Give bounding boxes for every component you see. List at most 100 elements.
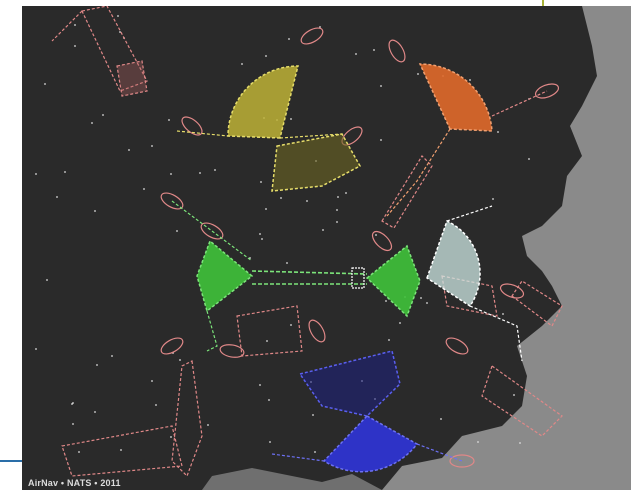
- waypoint-dot: [519, 442, 521, 444]
- waypoint-dot: [78, 451, 80, 453]
- holding-route-nw: [51, 10, 83, 42]
- green-fan-left: [196, 239, 254, 313]
- holding-loop: [449, 454, 475, 468]
- holding-pattern-middle: [236, 305, 303, 357]
- waypoint-dot: [199, 172, 201, 174]
- airspace-map-canvas: [22, 6, 631, 490]
- holding-loop: [160, 192, 184, 210]
- waypoint-dot: [492, 198, 494, 200]
- holding-loop: [445, 337, 469, 355]
- waypoint-dot: [259, 384, 261, 386]
- green-sector: [171, 200, 421, 352]
- holding-loop: [160, 337, 184, 355]
- waypoint-dot: [388, 339, 390, 341]
- waypoint-dot: [497, 131, 499, 133]
- waypoint-dot: [265, 55, 267, 57]
- waypoint-dot: [312, 414, 314, 416]
- waypoint-dot: [337, 196, 339, 198]
- waypoint-dot: [143, 188, 145, 190]
- holding-loop: [200, 222, 224, 240]
- map-caption: AirNav • NATS • 2011: [28, 478, 121, 488]
- waypoint-dot: [259, 233, 261, 235]
- blue-fan: [322, 415, 419, 473]
- waypoint-dot: [179, 359, 181, 361]
- waypoint-dot: [128, 149, 130, 151]
- waypoint-dot: [290, 324, 292, 326]
- waypoint-dot: [373, 49, 375, 51]
- waypoint-dot: [469, 79, 471, 81]
- waypoint-dot: [91, 122, 93, 124]
- waypoint-dot: [64, 171, 66, 173]
- holding-loop: [534, 83, 560, 99]
- waypoint-dot: [399, 322, 401, 324]
- waypoint-dot: [168, 119, 170, 121]
- waypoint-dot: [207, 424, 209, 426]
- waypoint-dot: [336, 209, 338, 211]
- waypoint-dot: [151, 380, 153, 382]
- waypoint-dot: [170, 173, 172, 175]
- airspace-map: AirNav • NATS • 2011: [22, 6, 631, 490]
- waypoint-dot: [375, 234, 377, 236]
- green-fan-right: [365, 244, 421, 318]
- waypoint-dot: [440, 418, 442, 420]
- orange-sector: [386, 63, 493, 217]
- waypoint-dot: [266, 340, 268, 342]
- waypoint-dot: [380, 85, 382, 87]
- green-route-south: [206, 310, 218, 352]
- caption-underline: [0, 460, 22, 462]
- corner-marker: [542, 0, 544, 10]
- waypoint-dot: [513, 394, 515, 396]
- waypoint-dot: [286, 262, 288, 264]
- green-route-north: [171, 200, 253, 262]
- waypoint-dot: [176, 230, 178, 232]
- waypoint-dot: [155, 404, 157, 406]
- yellow-sector: [176, 65, 362, 192]
- yellow-funnel: [271, 133, 362, 192]
- holding-pattern-right-lower: [441, 275, 498, 317]
- orange-fan: [418, 63, 493, 132]
- waypoint-dot: [319, 26, 321, 28]
- waypoint-dot: [94, 411, 96, 413]
- waypoint-dot: [260, 181, 262, 183]
- waypoint-dot: [269, 441, 271, 443]
- waypoint-dot: [56, 196, 58, 198]
- holding-loop: [300, 27, 324, 45]
- blue-loop: [298, 350, 401, 417]
- holding-route-east: [491, 90, 548, 117]
- waypoint-dot: [345, 192, 347, 194]
- green-corridor: [251, 270, 368, 285]
- white-fan: [426, 219, 481, 308]
- waypoint-dot: [117, 15, 119, 17]
- waypoint-dot: [170, 436, 172, 438]
- white-sector: [426, 205, 523, 362]
- waypoint-dot: [102, 114, 104, 116]
- waypoint-dot: [111, 355, 113, 357]
- waypoint-dot: [322, 229, 324, 231]
- waypoint-dot: [502, 313, 504, 315]
- waypoint-dot: [336, 221, 338, 223]
- holding-pattern-top-left: [81, 6, 148, 92]
- blue-sector: [271, 350, 463, 473]
- sea-area: [382, 6, 631, 490]
- waypoint-dot: [528, 158, 530, 160]
- waypoint-dot: [280, 197, 282, 199]
- waypoint-dot: [265, 208, 267, 210]
- waypoint-dot: [74, 45, 76, 47]
- waypoint-dot: [385, 300, 387, 302]
- waypoint-dot: [35, 348, 37, 350]
- waypoint-dot: [420, 297, 422, 299]
- waypoint-dot: [241, 63, 243, 65]
- waypoint-dots: [35, 15, 530, 453]
- waypoint-dot: [288, 38, 290, 40]
- holding-loop: [388, 39, 406, 63]
- green-runway-marker: [351, 267, 365, 289]
- waypoint-dot: [151, 145, 153, 147]
- holding-loop: [499, 283, 525, 299]
- waypoint-dot: [72, 423, 74, 425]
- white-route: [446, 205, 523, 362]
- holding-pattern-far-right: [481, 365, 563, 437]
- waypoint-dot: [35, 173, 37, 175]
- holding-loop: [181, 116, 203, 136]
- waypoint-dot: [94, 210, 96, 212]
- waypoint-dot: [417, 73, 419, 75]
